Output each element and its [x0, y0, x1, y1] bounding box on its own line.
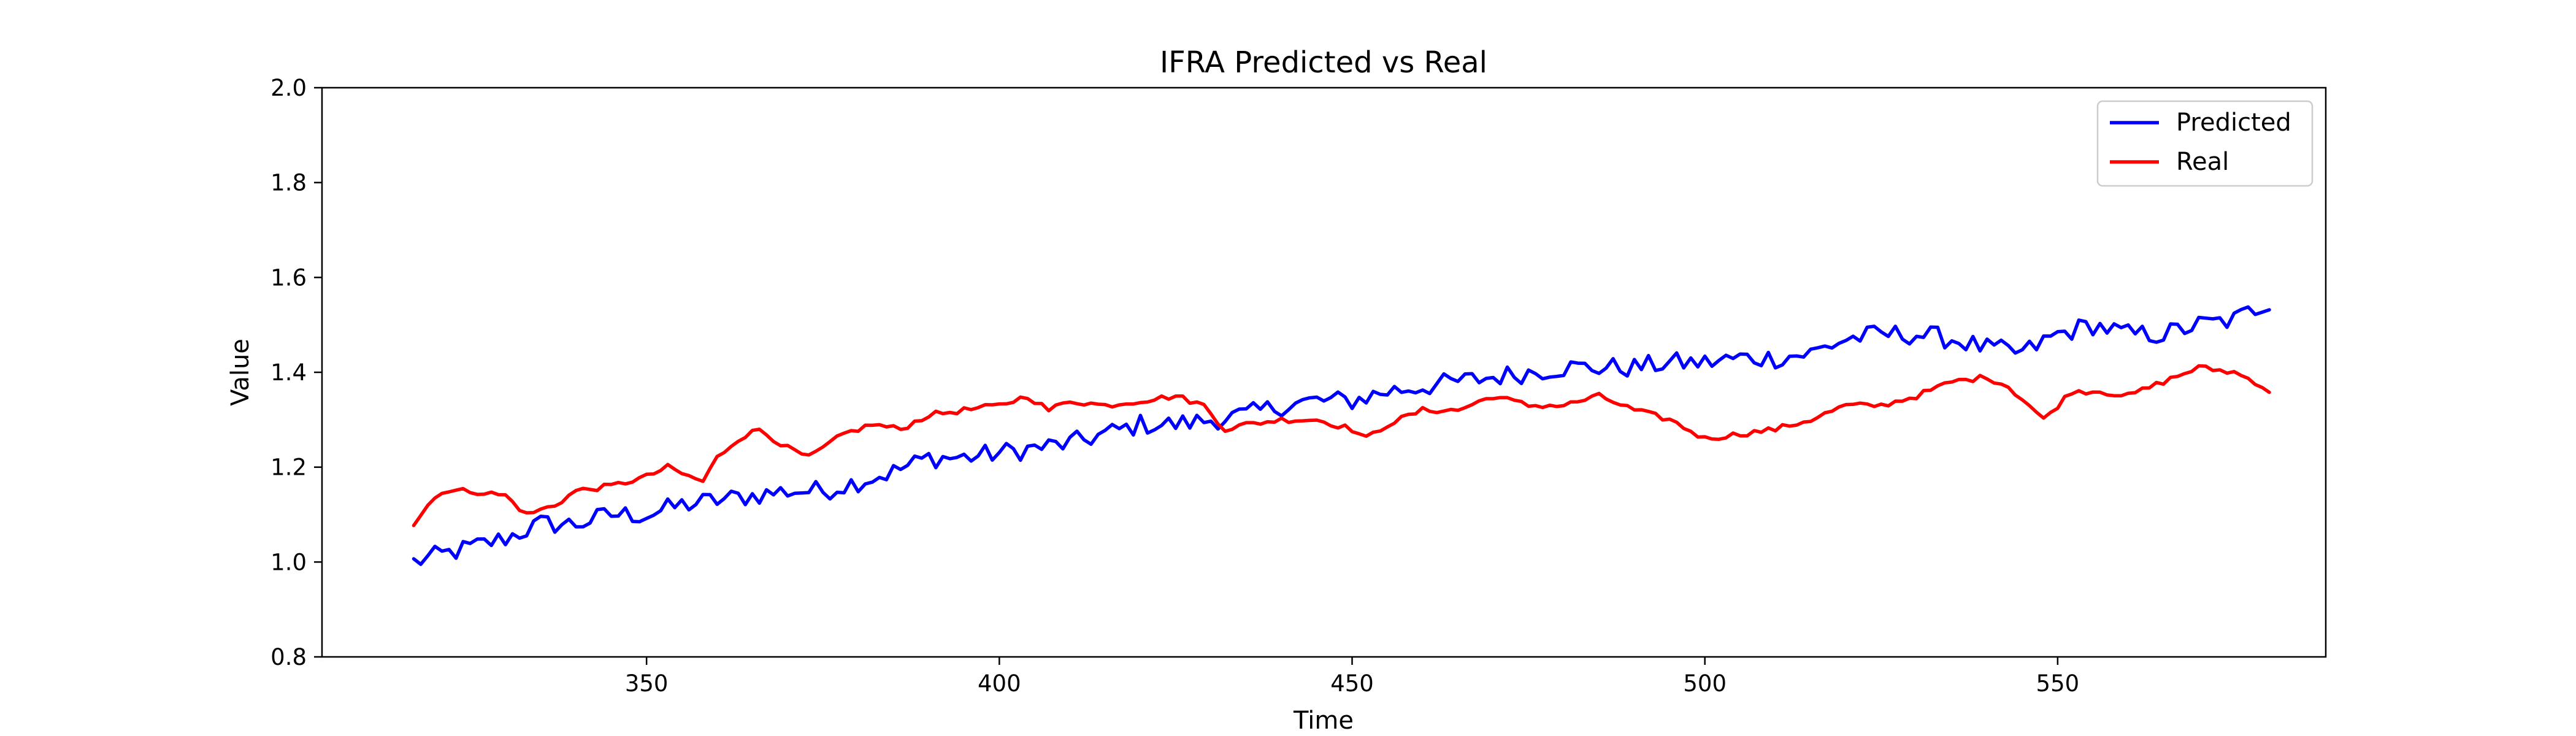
- y-tick-label: 1.0: [270, 549, 307, 575]
- x-tick-label: 350: [625, 670, 669, 697]
- x-tick-label: 550: [2036, 670, 2080, 697]
- legend-label-predicted: Predicted: [2176, 109, 2291, 137]
- series-line-real: [412, 364, 2271, 527]
- y-tick-label: 0.8: [270, 644, 307, 670]
- y-tick-label: 2.0: [270, 75, 307, 101]
- y-tick-label: 1.6: [270, 264, 307, 291]
- y-tick-label: 1.4: [270, 359, 307, 386]
- x-tick-label: 500: [1683, 670, 1727, 697]
- y-tick-label: 1.2: [270, 454, 307, 481]
- x-axis-title: Time: [1293, 707, 1354, 735]
- legend: Predicted Real: [2096, 100, 2313, 187]
- y-axis-title: Value: [226, 339, 255, 406]
- legend-label-real: Real: [2176, 148, 2229, 176]
- series-line-predicted: [412, 305, 2271, 566]
- plot-frame: [321, 86, 2327, 658]
- x-tick-label: 400: [978, 670, 1021, 697]
- chart-title: IFRA Predicted vs Real: [1160, 45, 1487, 80]
- x-axis-ticks: 350 400 450 500 550: [625, 657, 2079, 697]
- x-tick-label: 450: [1330, 670, 1374, 697]
- y-axis-ticks: 0.8 1.0 1.2 1.4 1.6 1.8 2.0: [270, 75, 322, 670]
- y-tick-label: 1.8: [270, 170, 307, 196]
- series-layer: [412, 305, 2271, 566]
